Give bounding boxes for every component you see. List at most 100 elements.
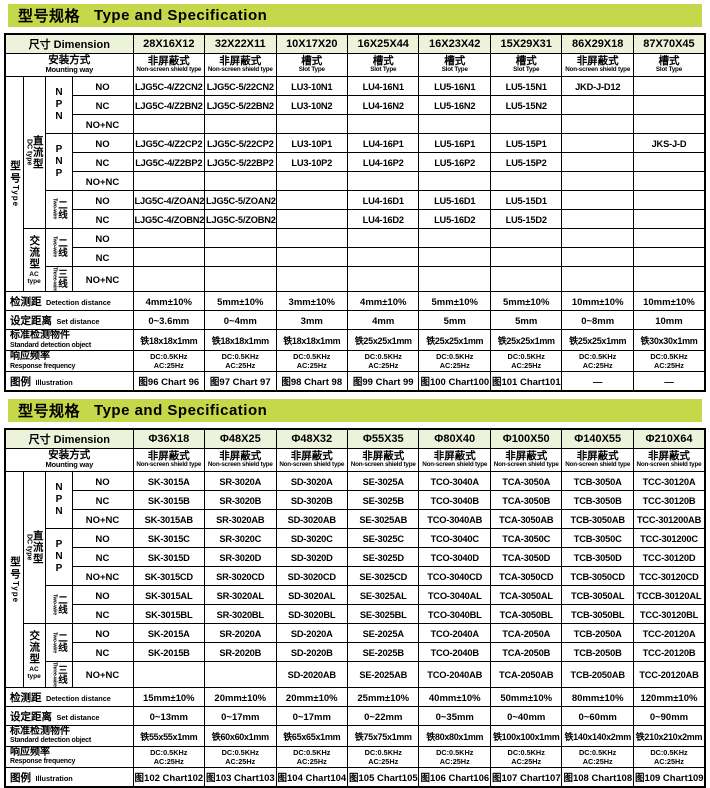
standard-object-row: 标准检测物件 Standard detection object 铁55x55x1m… — [4, 724, 706, 747]
model-cell: LU5-16D2 — [418, 208, 491, 229]
model-cell: TCC-30120BL — [632, 603, 706, 624]
model-number: LU5-15P2 — [505, 157, 547, 168]
spec-table-round-container: 尺寸 Dimension Φ36X18 Φ48X25 Φ48X32 Φ55X35 Φ80X… — [0, 428, 710, 788]
model-row: PNP NO LJG5C-4/Z2CP2 LJG5C-5/22CP2 LU3-10P1 L… — [5, 132, 706, 191]
standard-object-label: 标准检测物件 Standard detection object — [4, 329, 134, 352]
model-number: TCO-3040AL — [427, 590, 482, 601]
model-cell — [561, 170, 634, 191]
model-cell — [275, 265, 349, 293]
model-cell: LJG5C-4/Z2CN2 — [132, 75, 206, 96]
section-title-1-en: Type and Specification — [94, 7, 268, 24]
model-number: SE-2025A — [362, 628, 404, 639]
model-cell: TCA-2050AB — [489, 660, 563, 688]
dc-two-wire-label-wrap: 二线 Two-wire — [47, 594, 71, 615]
label-en: Non-screen shield type — [207, 65, 273, 73]
model-cell — [418, 265, 491, 293]
mounting-type-cell: 非屏蔽式 Non-screen shield type — [132, 447, 206, 472]
set-text: 5mm — [515, 316, 538, 328]
ac-three-wire-label-zh: 三线 — [56, 664, 67, 684]
frequency-ac: AC:25Hz — [225, 361, 256, 371]
model-row: NC LJG5C-4/Z2BP2 LJG5C-5/22BP2 LU3-10P2 LU4-… — [5, 151, 706, 172]
model-cell — [561, 113, 634, 134]
frequency-ac: AC:25Hz — [153, 361, 184, 371]
pnp-label-letters: PNP — [53, 538, 65, 575]
model-cell: LU3-10N1 — [275, 75, 349, 96]
label-en: Slot Type — [370, 65, 397, 73]
illustration-value: — — [632, 371, 706, 392]
illustration-row: 图例 Illustration 图96 Chart 96 图97 Chart 97 图… — [4, 371, 706, 392]
model-number: LJG5C-5/22BP2 — [206, 157, 274, 168]
frequency-value: DC:0.5KHz AC:25Hz — [346, 745, 420, 768]
model-number: LU5-16P1 — [434, 138, 476, 149]
model-cell — [561, 189, 634, 210]
model-cell: TCO-3040AL — [418, 584, 491, 605]
detection-value: 20mm±10% — [204, 686, 277, 707]
model-cell: TCA-2050A — [489, 622, 563, 643]
model-number: SD-3020A — [290, 476, 333, 487]
frequency-label-en: Response frequency — [10, 362, 76, 370]
mounting-way-row: 安装方式 Mounting way 非屏蔽式 Non-screen shield ty… — [4, 52, 706, 77]
model-number: TCO-2040B — [430, 647, 480, 658]
label-en: Non-screen shield type — [136, 65, 202, 73]
ac-three-wire-label-en: Three-wire — [51, 266, 58, 292]
set-text: 0~90mm — [649, 711, 689, 723]
frequency-ac: AC:25Hz — [153, 756, 184, 766]
output-type-text: NO+NC — [85, 514, 120, 526]
model-cell: LU4-16D1 — [346, 189, 420, 210]
model-cell: TCA-3050AB — [489, 508, 563, 529]
frequency-dc: DC:0.5KHz — [150, 747, 188, 757]
detection-text: 4mm±10% — [360, 297, 407, 309]
label-zh: 槽式 — [515, 54, 537, 67]
output-type-label: NO — [71, 75, 134, 96]
model-cell: LU3-10N2 — [275, 94, 349, 115]
model-cell: TCO-3040BL — [418, 603, 491, 624]
mounting-type-cell: 非屏蔽式 Non-screen shield type — [346, 447, 420, 472]
model-number: SE-3025D — [362, 552, 404, 563]
model-number: SD-2020AB — [287, 670, 337, 681]
model-cell — [632, 170, 706, 191]
model-number: SR-2020B — [219, 647, 262, 658]
model-number: SD-3020AL — [288, 590, 336, 601]
type-label-flow: 型号Type — [7, 556, 22, 603]
label-en: Non-screen shield type — [422, 460, 488, 468]
model-number: LJG5C-4/ZOAN2 — [134, 195, 205, 206]
illustration-value: 图101 Chart101 — [489, 371, 563, 392]
output-type-text: NO+NC — [85, 274, 120, 286]
model-cell: TCC-301200C — [632, 527, 706, 548]
model-number: SD-3020BL — [288, 609, 336, 620]
set-value: 0~35mm — [418, 705, 491, 726]
model-number: TCC-30120B — [642, 495, 696, 506]
model-number: TCC-30120A — [642, 476, 696, 487]
detection-distance-row: 检测距 Detection distance 15mm±10% 20mm±10% 20… — [4, 686, 706, 707]
set-text: 0~17mm — [221, 711, 260, 723]
frequency-value: DC:0.5KHz AC:25Hz — [275, 745, 349, 768]
set-value: 0~90mm — [632, 705, 706, 726]
label-zh: 槽式 — [444, 54, 466, 67]
model-cell: LU5-15D1 — [489, 189, 563, 210]
model-number: TCC-20120A — [642, 628, 696, 639]
model-cell — [632, 94, 706, 115]
detection-text: 10mm±10% — [643, 297, 695, 309]
illustration-text: 图97 Chart 97 — [209, 377, 271, 389]
dc-label-zh: 直流型 — [31, 530, 44, 565]
model-cell — [204, 246, 277, 267]
model-cell — [632, 227, 706, 248]
set-label-zh: 设定距离 — [10, 315, 52, 328]
model-cell — [489, 113, 563, 134]
model-number: TCC-30120BL — [639, 609, 699, 620]
mounting-type-cell: 非屏蔽式 Non-screen shield type — [632, 447, 706, 472]
illustration-value: 图98 Chart 98 — [275, 371, 349, 392]
model-row: NC — [5, 246, 706, 267]
model-row: NO+NC SK-3015AB SR-3020AB SD-3020AB SE-3025A… — [5, 508, 706, 529]
model-number: SK-2015A — [147, 628, 190, 639]
model-cell: JKS-J-D — [632, 132, 706, 153]
model-cell — [275, 208, 349, 229]
illustration-text: — — [664, 377, 674, 389]
illustration-row: 图例 Illustration 图102 Chart102 图103 Chart10… — [4, 766, 706, 788]
frequency-ac: AC:25Hz — [368, 361, 399, 371]
illustration-text: — — [592, 377, 603, 389]
illustration-value: 图108 Chart108 — [561, 766, 634, 788]
output-type-text: NC — [95, 647, 110, 659]
model-cell: SR-2020B — [204, 641, 277, 662]
model-cell — [632, 151, 706, 172]
